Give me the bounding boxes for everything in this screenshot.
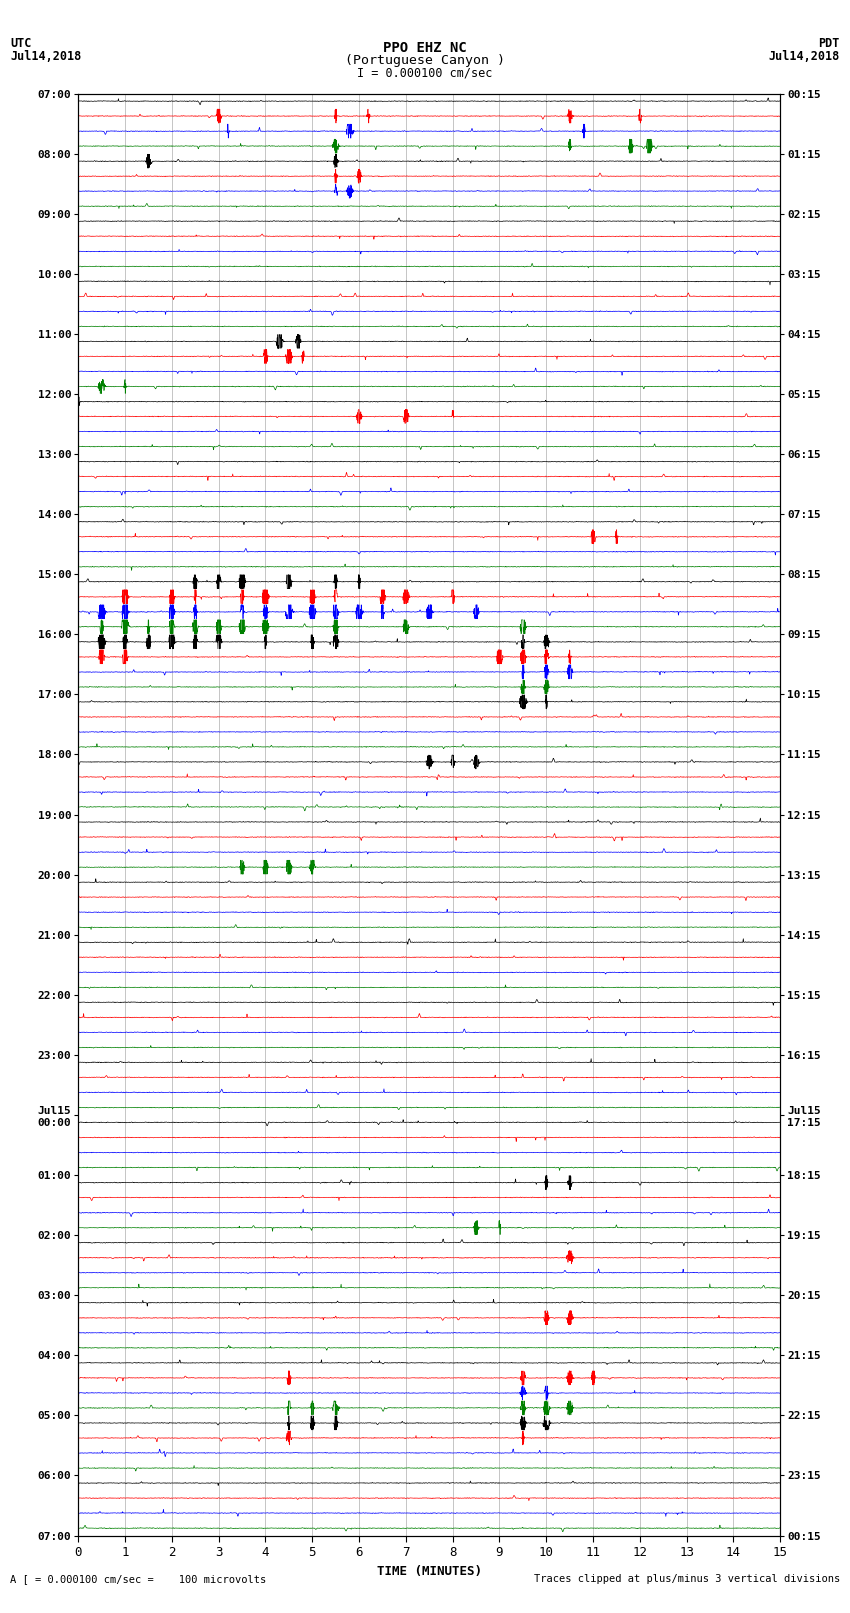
Text: I = 0.000100 cm/sec: I = 0.000100 cm/sec [357,66,493,79]
X-axis label: TIME (MINUTES): TIME (MINUTES) [377,1565,482,1578]
Text: Traces clipped at plus/minus 3 vertical divisions: Traces clipped at plus/minus 3 vertical … [534,1574,840,1584]
Text: UTC: UTC [10,37,31,50]
Text: (Portuguese Canyon ): (Portuguese Canyon ) [345,53,505,68]
Text: PPO EHZ NC: PPO EHZ NC [383,40,467,55]
Text: Jul14,2018: Jul14,2018 [10,50,82,63]
Text: PDT: PDT [819,37,840,50]
Text: A [ = 0.000100 cm/sec =    100 microvolts: A [ = 0.000100 cm/sec = 100 microvolts [10,1574,266,1584]
Text: Jul14,2018: Jul14,2018 [768,50,840,63]
